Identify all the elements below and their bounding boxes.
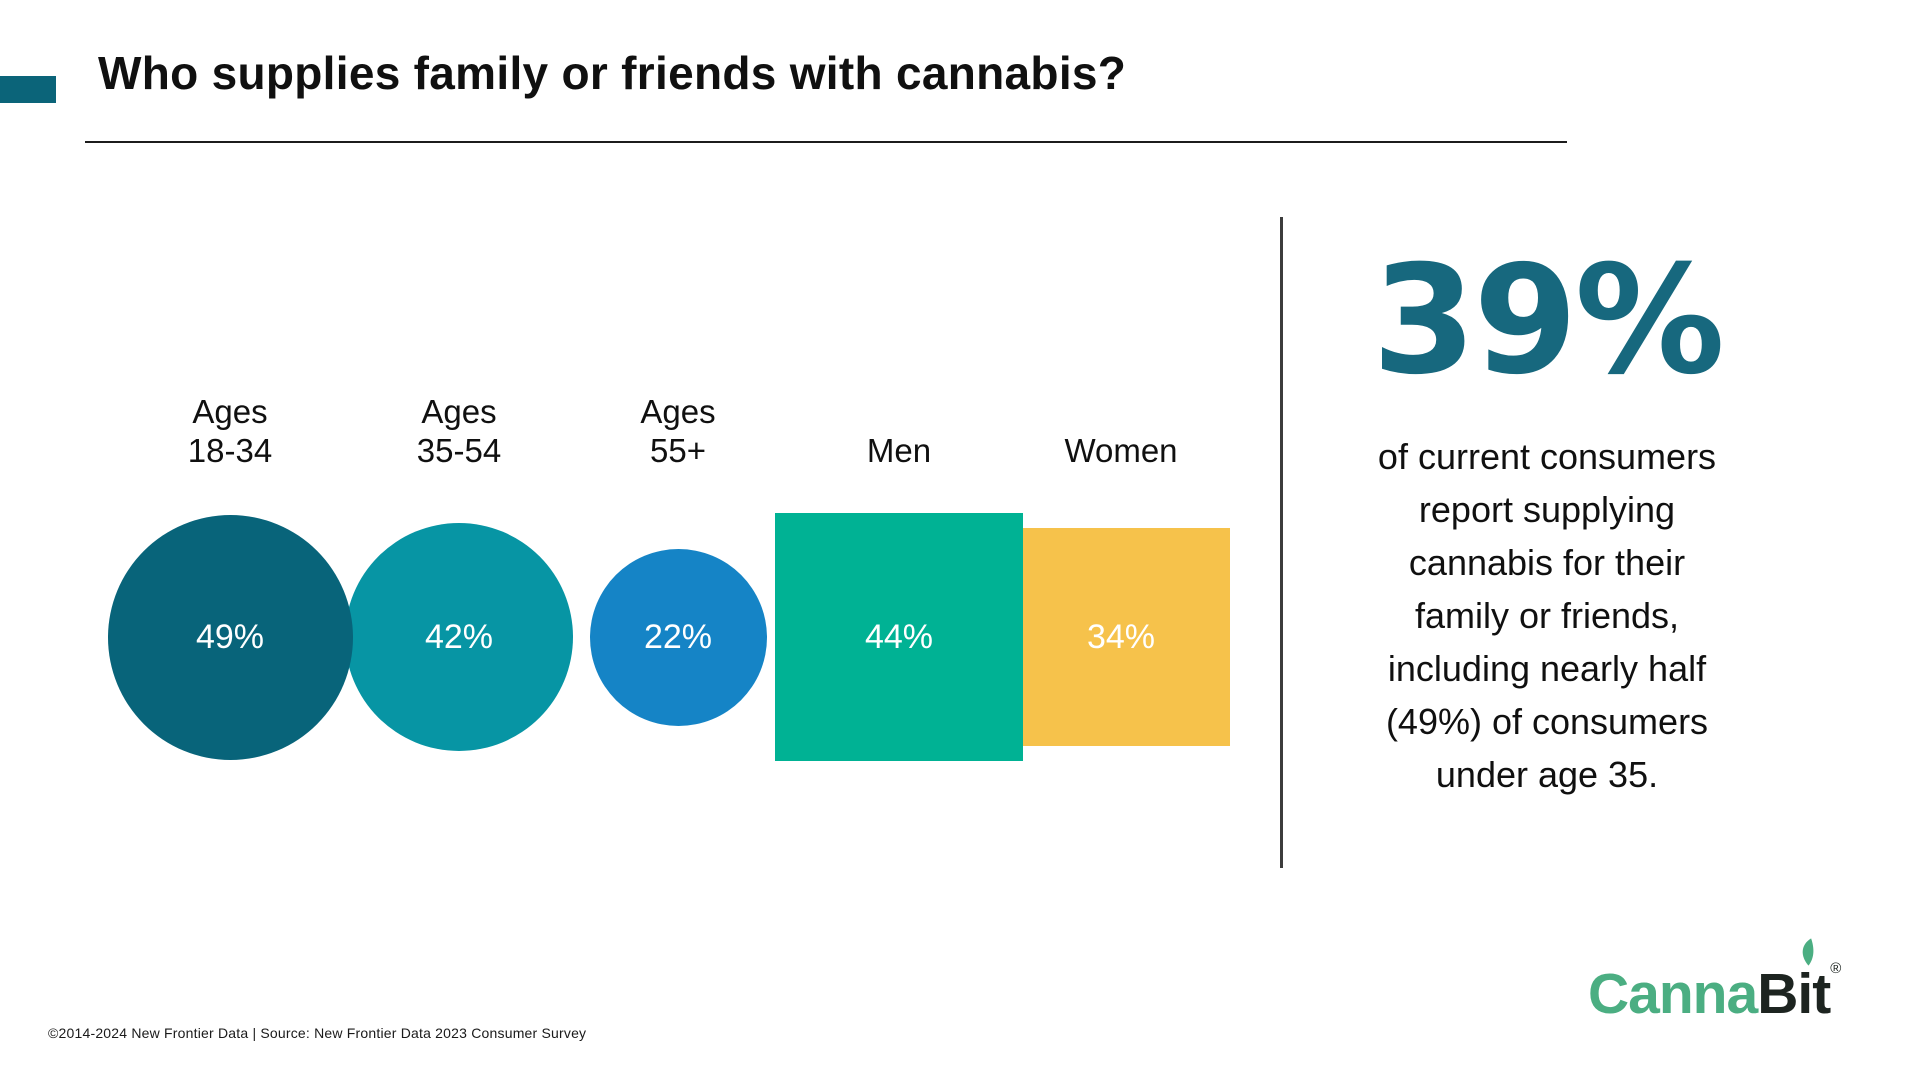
value-label-ages-55: 22% xyxy=(643,617,713,656)
chart-label-ages-18-34: Ages 18-34 xyxy=(187,393,273,469)
title-underline xyxy=(85,141,1567,143)
page-title: Who supplies family or friends with cann… xyxy=(98,47,1127,99)
chart-label-men: Men xyxy=(866,432,932,469)
vertical-divider xyxy=(1280,217,1283,868)
value-label-women: 34% xyxy=(1086,617,1156,656)
stat-callout: 39% of current consumers report supplyin… xyxy=(1312,236,1782,801)
chart-label-ages-35-54: Ages 35-54 xyxy=(416,393,502,469)
chart-label-women: Women xyxy=(1064,432,1178,469)
stat-description: of current consumers report supplying ca… xyxy=(1377,436,1717,795)
copyright-text: ©2014-2024 New Frontier Data | Source: N… xyxy=(48,1025,587,1041)
value-label-men: 44% xyxy=(864,617,934,656)
value-label-ages-35-54: 42% xyxy=(424,617,494,656)
chart-label-ages-55: Ages 55+ xyxy=(640,393,716,469)
stat-value: 39% xyxy=(1371,234,1725,408)
circle-ages-18-34: 49% xyxy=(107,514,353,760)
cannabit-logo: CannaBit ® xyxy=(1588,938,1841,1027)
logo-canna-text: Canna xyxy=(1588,962,1758,1026)
logo-bit-text: Bit ® xyxy=(1757,938,1841,1027)
registered-mark: ® xyxy=(1830,960,1841,977)
circle-ages-35-54: 42% xyxy=(345,523,573,751)
square-women: 34% xyxy=(1012,528,1230,746)
leaf-icon xyxy=(1802,938,1814,966)
logo-bit-label: Bit xyxy=(1757,962,1831,1026)
circle-ages-55: 22% xyxy=(589,548,767,726)
value-label-ages-18-34: 49% xyxy=(195,617,265,656)
title-accent-bar xyxy=(0,76,56,103)
square-men: 44% xyxy=(775,513,1023,761)
